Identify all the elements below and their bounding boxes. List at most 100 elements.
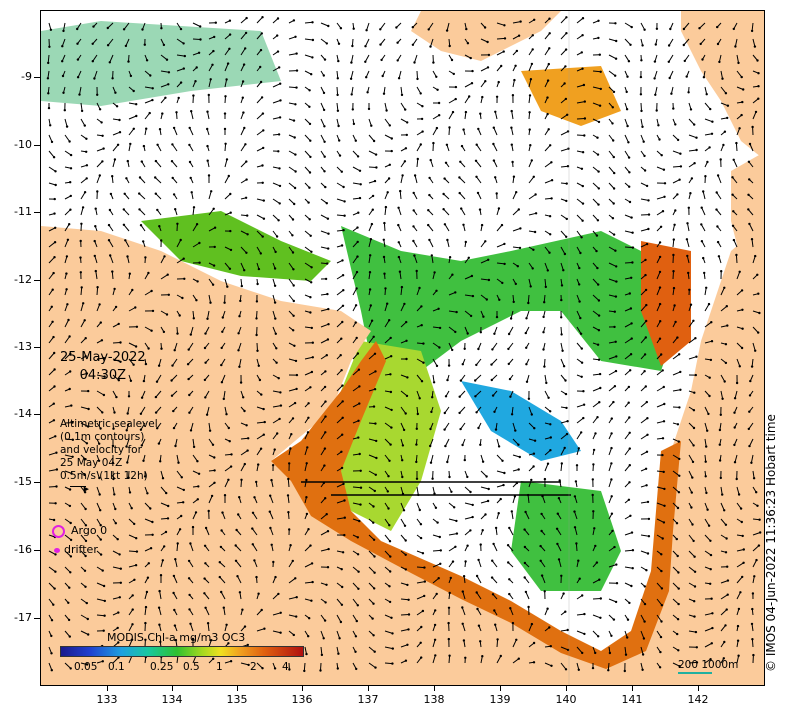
velocity-arrow-head xyxy=(101,660,104,663)
velocity-arrow xyxy=(672,353,680,360)
velocity-arrow-head xyxy=(540,512,543,516)
velocity-arrow xyxy=(112,131,121,136)
velocity-arrow xyxy=(96,518,102,526)
velocity-arrow-head xyxy=(404,108,407,111)
velocity-arrow xyxy=(496,262,505,265)
velocity-arrow-head xyxy=(324,370,327,373)
velocity-arrow-head xyxy=(359,486,363,489)
velocity-arrow-head xyxy=(320,653,324,657)
map-canvas[interactable] xyxy=(40,10,765,686)
velocity-arrow-head xyxy=(147,271,150,275)
lon-label: 141 xyxy=(621,693,643,706)
velocity-arrow-head xyxy=(679,388,682,391)
velocity-arrow xyxy=(416,158,419,168)
velocity-arrow xyxy=(747,209,754,216)
velocity-arrow xyxy=(480,259,489,264)
velocity-arrow-head xyxy=(478,208,482,211)
velocity-arrow-head xyxy=(111,175,114,178)
velocity-arrow xyxy=(688,566,696,573)
velocity-arrow xyxy=(528,79,532,88)
velocity-arrow-head xyxy=(598,104,602,107)
velocity-arrow-head xyxy=(165,491,168,495)
velocity-arrow-head xyxy=(187,377,190,381)
velocity-arrow-head xyxy=(135,114,138,118)
velocity-arrow-head xyxy=(151,309,155,313)
velocity-arrow-head xyxy=(542,331,545,334)
velocity-arrow-head xyxy=(338,139,341,142)
velocity-arrow xyxy=(251,528,258,536)
velocity-arrow-head xyxy=(228,33,232,36)
velocity-arrow-head xyxy=(470,274,474,278)
velocity-arrow-head xyxy=(205,413,209,416)
velocity-arrow xyxy=(189,127,194,136)
velocity-arrow-head xyxy=(591,478,594,481)
velocity-arrow xyxy=(107,38,114,46)
velocity-arrow-head xyxy=(187,577,191,580)
velocity-arrow xyxy=(480,500,489,504)
velocity-arrow xyxy=(252,512,258,520)
velocity-arrow xyxy=(128,534,137,539)
velocity-arrow-head xyxy=(76,76,80,79)
velocity-arrow-head xyxy=(324,601,327,604)
velocity-arrow-head xyxy=(415,269,418,273)
velocity-arrow-head xyxy=(550,161,553,164)
velocity-arrow xyxy=(96,598,105,602)
velocity-arrow-head xyxy=(239,299,242,303)
velocity-arrow xyxy=(576,198,584,204)
velocity-arrow xyxy=(560,262,564,271)
velocity-arrow-head xyxy=(82,302,85,305)
velocity-arrow-head xyxy=(532,248,535,251)
velocity-arrow xyxy=(320,530,329,536)
velocity-arrow-head xyxy=(454,85,458,89)
velocity-arrow-head xyxy=(578,266,581,270)
velocity-arrow xyxy=(416,70,418,79)
velocity-arrow xyxy=(384,319,390,328)
velocity-arrow-head xyxy=(261,667,264,670)
velocity-arrow xyxy=(448,310,457,313)
velocity-arrow-head xyxy=(96,190,99,193)
velocity-arrow xyxy=(64,566,71,573)
velocity-arrow xyxy=(240,437,249,440)
velocity-arrow-head xyxy=(261,235,264,238)
velocity-arrow-head xyxy=(508,377,512,381)
velocity-arrow xyxy=(272,326,277,334)
velocity-arrow-head xyxy=(397,206,400,209)
velocity-arrow-head xyxy=(176,542,179,545)
velocity-arrow-head xyxy=(62,91,65,95)
velocity-arrow-head xyxy=(211,283,215,286)
velocity-arrow xyxy=(304,262,312,268)
velocity-arrow xyxy=(144,607,147,616)
velocity-arrow-head xyxy=(646,500,650,504)
velocity-arrow-head xyxy=(673,223,676,226)
velocity-arrow-head xyxy=(388,459,391,462)
velocity-arrow-head xyxy=(561,349,564,352)
velocity-arrow-head xyxy=(418,397,421,400)
velocity-arrow-head xyxy=(420,305,423,308)
velocity-arrow-head xyxy=(84,539,88,543)
velocity-arrow-head xyxy=(180,476,183,479)
velocity-arrow-head xyxy=(459,379,463,382)
velocity-arrow xyxy=(474,374,482,381)
land-north xyxy=(411,11,561,61)
velocity-arrow-head xyxy=(709,658,712,661)
velocity-arrow xyxy=(383,223,386,232)
velocity-arrow-head xyxy=(524,331,527,335)
velocity-arrow xyxy=(672,470,680,477)
velocity-arrow xyxy=(112,374,120,381)
velocity-arrow xyxy=(140,406,146,415)
velocity-arrow-head xyxy=(292,314,295,317)
velocity-arrow xyxy=(158,607,162,616)
velocity-arrow-head xyxy=(641,668,644,671)
velocity-arrow xyxy=(304,545,311,552)
velocity-arrow xyxy=(704,627,713,632)
velocity-arrow-head xyxy=(579,316,582,320)
drifter-icon xyxy=(54,547,60,553)
velocity-arrow-head xyxy=(295,69,299,72)
velocity-arrow xyxy=(399,191,402,200)
velocity-arrow-head xyxy=(464,240,467,244)
velocity-arrow-head xyxy=(206,127,209,131)
velocity-arrow-head xyxy=(372,634,375,637)
velocity-arrow xyxy=(672,371,681,376)
velocity-arrow-head xyxy=(693,555,696,558)
velocity-arrow xyxy=(124,240,130,248)
